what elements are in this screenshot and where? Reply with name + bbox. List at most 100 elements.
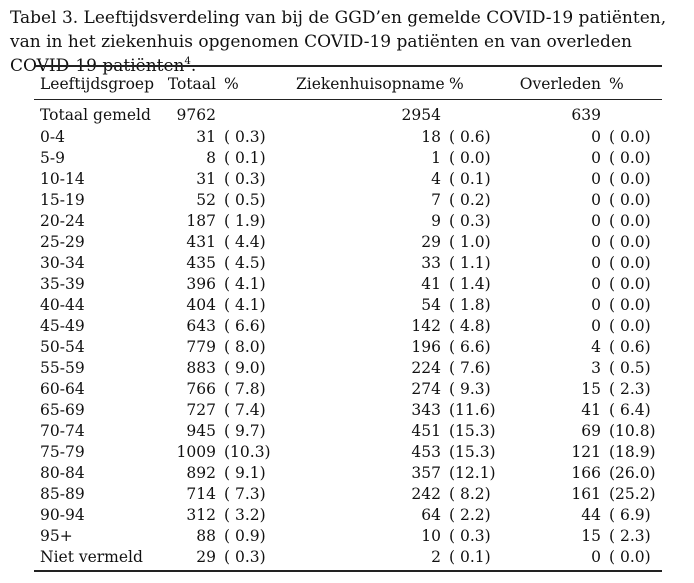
header-total-pct: %	[224, 75, 239, 93]
cell-total: 1009	[176, 442, 216, 461]
table-row: 70-74 945 ( 9.7) 451 (15.3) 69 (10.8)	[34, 420, 662, 441]
cell-deceased: 44	[581, 505, 601, 524]
cell-total: 892	[186, 463, 216, 482]
table-row: 10-14 31 ( 0.3) 4 ( 0.1) 0 ( 0.0)	[34, 168, 662, 189]
cell-group: 65-69	[40, 400, 85, 419]
cell-hospital-pct: ( 1.0)	[449, 232, 491, 251]
cell-deceased-pct: ( 0.0)	[609, 127, 651, 146]
caption-footnote: 4	[184, 56, 191, 67]
table-row: 15-19 52 ( 0.5) 7 ( 0.2) 0 ( 0.0)	[34, 189, 662, 210]
header-total: Totaal	[167, 75, 216, 93]
cell-deceased-pct: (26.0)	[609, 463, 656, 482]
table-row: 40-44 404 ( 4.1) 54 ( 1.8) 0 ( 0.0)	[34, 294, 662, 315]
table-row: 50-54 779 ( 8.0) 196 ( 6.6) 4 ( 0.6)	[34, 336, 662, 357]
header-group: Leeftijdsgroep	[40, 75, 155, 93]
cell-deceased-pct: ( 0.0)	[609, 148, 651, 167]
cell-total-pct: ( 0.5)	[224, 190, 266, 209]
cell-deceased: 0	[591, 127, 601, 146]
cell-total: 727	[186, 400, 216, 419]
top-rule	[34, 65, 662, 67]
table-row: 0-4 31 ( 0.3) 18 ( 0.6) 0 ( 0.0)	[34, 126, 662, 147]
table-row: 65-69 727 ( 7.4) 343 (11.6) 41 ( 6.4)	[34, 399, 662, 420]
cell-deceased: 3	[591, 358, 601, 377]
cell-total: 779	[186, 337, 216, 356]
cell-total: 31	[196, 127, 216, 146]
cell-group: 35-39	[40, 274, 85, 293]
cell-hospital-pct: ( 4.8)	[449, 316, 491, 335]
cell-deceased-pct: ( 0.0)	[609, 295, 651, 314]
cell-total: 31	[196, 169, 216, 188]
cell-group: 30-34	[40, 253, 85, 272]
table-row: 85-89 714 ( 7.3) 242 ( 8.2) 161 (25.2)	[34, 483, 662, 504]
cell-hospital-pct: ( 0.1)	[449, 547, 491, 566]
cell-group: 25-29	[40, 232, 85, 251]
cell-total-pct: ( 0.9)	[224, 526, 266, 545]
table-row: 35-39 396 ( 4.1) 41 ( 1.4) 0 ( 0.0)	[34, 273, 662, 294]
cell-group: 15-19	[40, 190, 85, 209]
header-hospital: Ziekenhuisopname	[296, 75, 445, 93]
totals-row: Totaal gemeld 9762 2954 639	[34, 104, 662, 126]
header-rule	[34, 99, 662, 100]
cell-deceased: 0	[591, 211, 601, 230]
cell-hospital-pct: ( 7.6)	[449, 358, 491, 377]
age-rows: 0-4 31 ( 0.3) 18 ( 0.6) 0 ( 0.0) 5-9 8 ( 0.1) 1 ( 0…	[34, 126, 662, 567]
cell-hospital: 453	[411, 442, 441, 461]
cell-hospital: 224	[411, 358, 441, 377]
cell-deceased: 0	[591, 253, 601, 272]
table-row: 30-34 435 ( 4.5) 33 ( 1.1) 0 ( 0.0)	[34, 252, 662, 273]
cell-total: 945	[186, 421, 216, 440]
cell-deceased-pct: ( 2.3)	[609, 379, 651, 398]
header-hospital-pct: %	[449, 75, 464, 93]
cell-hospital: 7	[431, 190, 441, 209]
table-row: 25-29 431 ( 4.4) 29 ( 1.0) 0 ( 0.0)	[34, 231, 662, 252]
cell-hospital: 64	[421, 505, 441, 524]
cell-group: 55-59	[40, 358, 85, 377]
cell-hospital-pct: (15.3)	[449, 442, 496, 461]
cell-hospital: 10	[421, 526, 441, 545]
table-caption: Tabel 3. Leeftijdsverdeling van bij de G…	[10, 6, 686, 78]
cell-hospital-pct: ( 1.8)	[449, 295, 491, 314]
cell-total-pct: ( 4.1)	[224, 274, 266, 293]
cell-group: Niet vermeld	[40, 547, 143, 566]
table-row: 95+ 88 ( 0.9) 10 ( 0.3) 15 ( 2.3)	[34, 525, 662, 546]
header-row: Leeftijdsgroep Totaal % Ziekenhuisopname…	[34, 68, 662, 100]
cell-hospital: 9	[431, 211, 441, 230]
cell-hospital: 142	[411, 316, 441, 335]
cell-hospital: 242	[411, 484, 441, 503]
cell-hospital-pct: ( 8.2)	[449, 484, 491, 503]
cell-hospital: 196	[411, 337, 441, 356]
cell-total-pct: ( 0.3)	[224, 547, 266, 566]
cell-hospital: 343	[411, 400, 441, 419]
cell-deceased-pct: ( 0.0)	[609, 274, 651, 293]
table-row: 55-59 883 ( 9.0) 224 ( 7.6) 3 ( 0.5)	[34, 357, 662, 378]
cell-total: 714	[186, 484, 216, 503]
cell-total-pct: ( 7.8)	[224, 379, 266, 398]
cell-deceased-pct: ( 0.0)	[609, 547, 651, 566]
cell-deceased-pct: ( 0.0)	[609, 232, 651, 251]
cell-hospital-pct: ( 2.2)	[449, 505, 491, 524]
cell-hospital-pct: ( 0.0)	[449, 148, 491, 167]
cell-total-pct: ( 0.3)	[224, 127, 266, 146]
cell-deceased: 15	[581, 526, 601, 545]
cell-hospital: 357	[411, 463, 441, 482]
cell-total: 52	[196, 190, 216, 209]
cell-deceased: 0	[591, 316, 601, 335]
cell-group: 0-4	[40, 127, 65, 146]
header-deceased-pct: %	[609, 75, 624, 93]
cell-deceased: 0	[591, 274, 601, 293]
cell-deceased-pct: (18.9)	[609, 442, 656, 461]
cell-deceased-pct: ( 2.3)	[609, 526, 651, 545]
cell-deceased: 0	[591, 190, 601, 209]
cell-group: 5-9	[40, 148, 65, 167]
cell-hospital: 41	[421, 274, 441, 293]
cell-hospital-pct: ( 0.6)	[449, 127, 491, 146]
cell-total-pct: ( 3.2)	[224, 505, 266, 524]
cell-total: 404	[186, 295, 216, 314]
cell-deceased-pct: ( 0.0)	[609, 211, 651, 230]
cell-deceased: 0	[591, 232, 601, 251]
cell-total-pct: ( 7.3)	[224, 484, 266, 503]
cell-hospital: 451	[411, 421, 441, 440]
table-row: 90-94 312 ( 3.2) 64 ( 2.2) 44 ( 6.9)	[34, 504, 662, 525]
cell-total-pct: ( 9.1)	[224, 463, 266, 482]
cell-deceased-pct: ( 6.4)	[609, 400, 651, 419]
